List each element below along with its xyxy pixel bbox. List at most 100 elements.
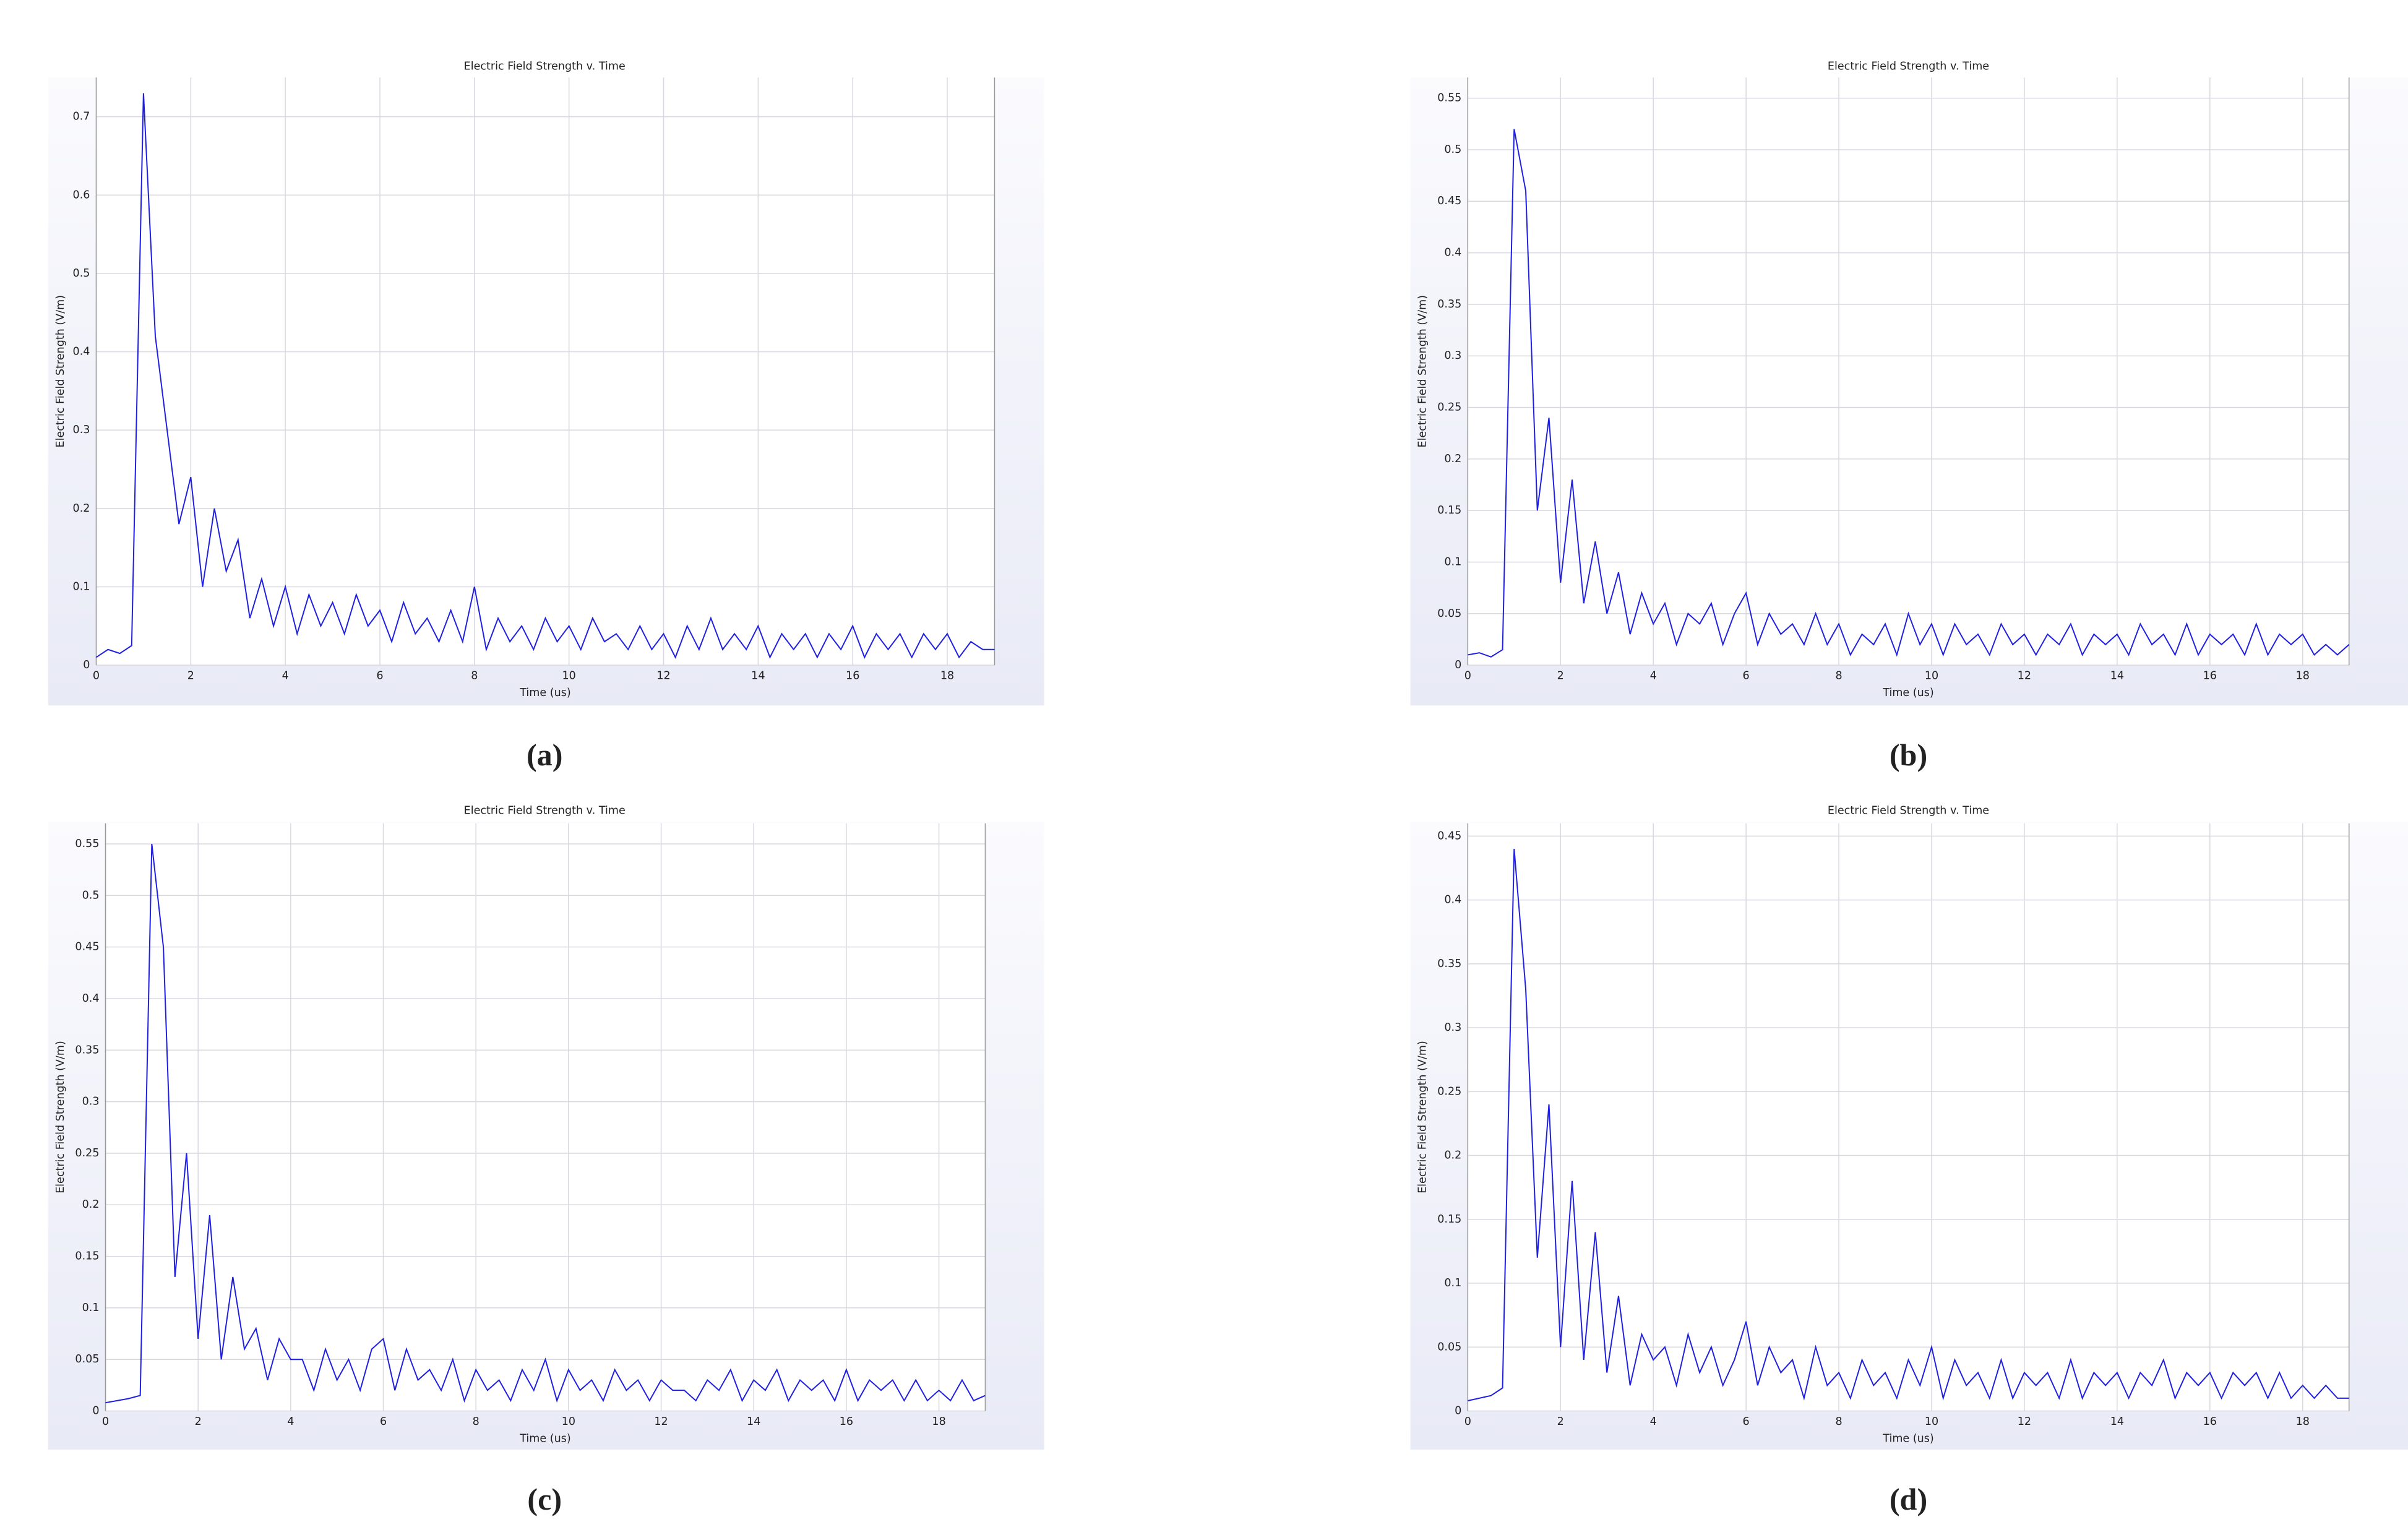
y-tick-label: 0.2 <box>1444 1150 1461 1162</box>
x-tick-label: 2 <box>1557 1416 1564 1428</box>
y-tick-label: 0.15 <box>1437 1213 1461 1226</box>
caption: (d) <box>1890 1482 1927 1516</box>
x-tick-label: 18 <box>940 670 954 682</box>
x-tick-label: 12 <box>2018 670 2031 682</box>
x-tick-label: 16 <box>846 670 859 682</box>
y-tick-label: 0.05 <box>1437 608 1461 620</box>
x-tick-label: 10 <box>1925 1416 1938 1428</box>
x-tick-label: 10 <box>1925 670 1938 682</box>
y-axis-label: Electric Field Strength (V/m) <box>1417 295 1429 448</box>
y-tick-label: 0.3 <box>82 1096 100 1108</box>
y-axis-label: Electric Field Strength (V/m) <box>1417 1041 1429 1193</box>
y-tick-label: 0.2 <box>73 502 90 515</box>
x-tick-label: 14 <box>2110 670 2124 682</box>
x-tick-label: 0 <box>93 670 100 682</box>
plot-area <box>96 77 995 666</box>
y-tick-label: 0.3 <box>1444 1021 1461 1034</box>
chart-title: Electric Field Strength v. Time <box>1828 805 1989 817</box>
y-tick-label: 0.55 <box>75 838 99 850</box>
data-line <box>1468 129 2350 658</box>
x-tick-label: 4 <box>287 1416 294 1428</box>
y-tick-label: 0.4 <box>82 992 100 1005</box>
x-tick-label: 10 <box>562 670 576 682</box>
x-tick-label: 6 <box>380 1416 387 1428</box>
y-tick-label: 0.6 <box>73 189 90 201</box>
x-tick-label: 12 <box>656 670 670 682</box>
y-tick-label: 0.05 <box>75 1353 99 1365</box>
x-tick-label: 4 <box>1650 1416 1657 1428</box>
data-line <box>95 93 995 659</box>
y-tick-label: 0.7 <box>73 111 90 123</box>
x-tick-label: 18 <box>2296 1416 2310 1428</box>
x-tick-label: 2 <box>187 670 194 682</box>
y-tick-label: 0.5 <box>82 889 100 901</box>
x-axis-label: Time (us) <box>519 687 570 699</box>
x-tick-label: 6 <box>1743 1416 1750 1428</box>
chart-title: Electric Field Strength v. Time <box>464 805 626 817</box>
y-tick-label: 0.15 <box>75 1250 99 1263</box>
y-axis-label: Electric Field Strength (V/m) <box>54 295 67 448</box>
y-tick-label: 0.35 <box>1437 298 1461 311</box>
y-tick-label: 0.4 <box>1444 247 1461 259</box>
y-tick-label: 0.2 <box>82 1198 100 1211</box>
x-tick-label: 8 <box>473 1416 479 1428</box>
x-tick-label: 6 <box>376 670 383 682</box>
y-tick-label: 0 <box>83 659 90 671</box>
x-tick-label: 18 <box>932 1416 945 1428</box>
y-tick-label: 0 <box>92 1405 99 1417</box>
chart-title: Electric Field Strength v. Time <box>464 61 626 73</box>
caption: (a) <box>527 737 562 772</box>
x-tick-label: 4 <box>282 670 289 682</box>
x-tick-label: 2 <box>195 1416 202 1428</box>
y-tick-label: 0.1 <box>1444 1277 1461 1289</box>
x-tick-label: 14 <box>751 670 765 682</box>
chart-title: Electric Field Strength v. Time <box>1828 61 1989 73</box>
x-tick-label: 0 <box>1464 1416 1471 1428</box>
x-tick-label: 0 <box>102 1416 109 1428</box>
x-tick-label: 8 <box>471 670 478 682</box>
y-tick-label: 0.4 <box>1444 894 1461 906</box>
x-tick-label: 16 <box>2203 1416 2217 1428</box>
y-tick-label: 0.25 <box>1437 1085 1461 1098</box>
y-tick-label: 0 <box>1455 1405 1461 1417</box>
x-tick-label: 2 <box>1557 670 1564 682</box>
x-tick-label: 14 <box>2110 1416 2124 1428</box>
caption: (c) <box>527 1482 562 1516</box>
x-axis-label: Time (us) <box>1882 1433 1933 1445</box>
x-tick-label: 4 <box>1650 670 1657 682</box>
y-tick-label: 0.1 <box>82 1302 100 1314</box>
y-tick-label: 0.3 <box>73 424 90 436</box>
plot-area <box>105 823 986 1411</box>
y-tick-label: 0.05 <box>1437 1341 1461 1353</box>
data-line <box>105 843 986 1404</box>
x-tick-label: 12 <box>2018 1416 2031 1428</box>
x-axis-label: Time (us) <box>519 1433 570 1445</box>
y-tick-label: 0.35 <box>1437 958 1461 970</box>
data-line <box>1468 848 2349 1401</box>
y-tick-label: 0 <box>1455 659 1461 671</box>
y-tick-label: 0.4 <box>73 346 90 358</box>
x-tick-label: 8 <box>1835 1416 1842 1428</box>
x-tick-label: 16 <box>2203 670 2217 682</box>
x-tick-label: 12 <box>654 1416 668 1428</box>
y-tick-label: 0.1 <box>73 580 90 593</box>
x-axis-label: Time (us) <box>1882 687 1933 699</box>
y-tick-label: 0.3 <box>1444 350 1461 362</box>
x-tick-label: 14 <box>747 1416 760 1428</box>
caption: (b) <box>1890 737 1927 772</box>
y-tick-label: 0.45 <box>1437 830 1461 842</box>
x-tick-label: 6 <box>1743 670 1750 682</box>
y-tick-label: 0.25 <box>75 1147 99 1159</box>
x-tick-label: 8 <box>1835 670 1842 682</box>
y-tick-label: 0.45 <box>75 941 99 953</box>
y-tick-label: 0.5 <box>1444 144 1461 156</box>
y-tick-label: 0.35 <box>75 1044 99 1056</box>
y-tick-label: 0.25 <box>1437 402 1461 414</box>
y-tick-label: 0.55 <box>1437 92 1461 105</box>
x-tick-label: 0 <box>1464 670 1471 682</box>
x-tick-label: 10 <box>562 1416 575 1428</box>
y-tick-label: 0.2 <box>1444 453 1461 465</box>
y-axis-label: Electric Field Strength (V/m) <box>54 1041 67 1193</box>
x-tick-label: 18 <box>2296 670 2310 682</box>
